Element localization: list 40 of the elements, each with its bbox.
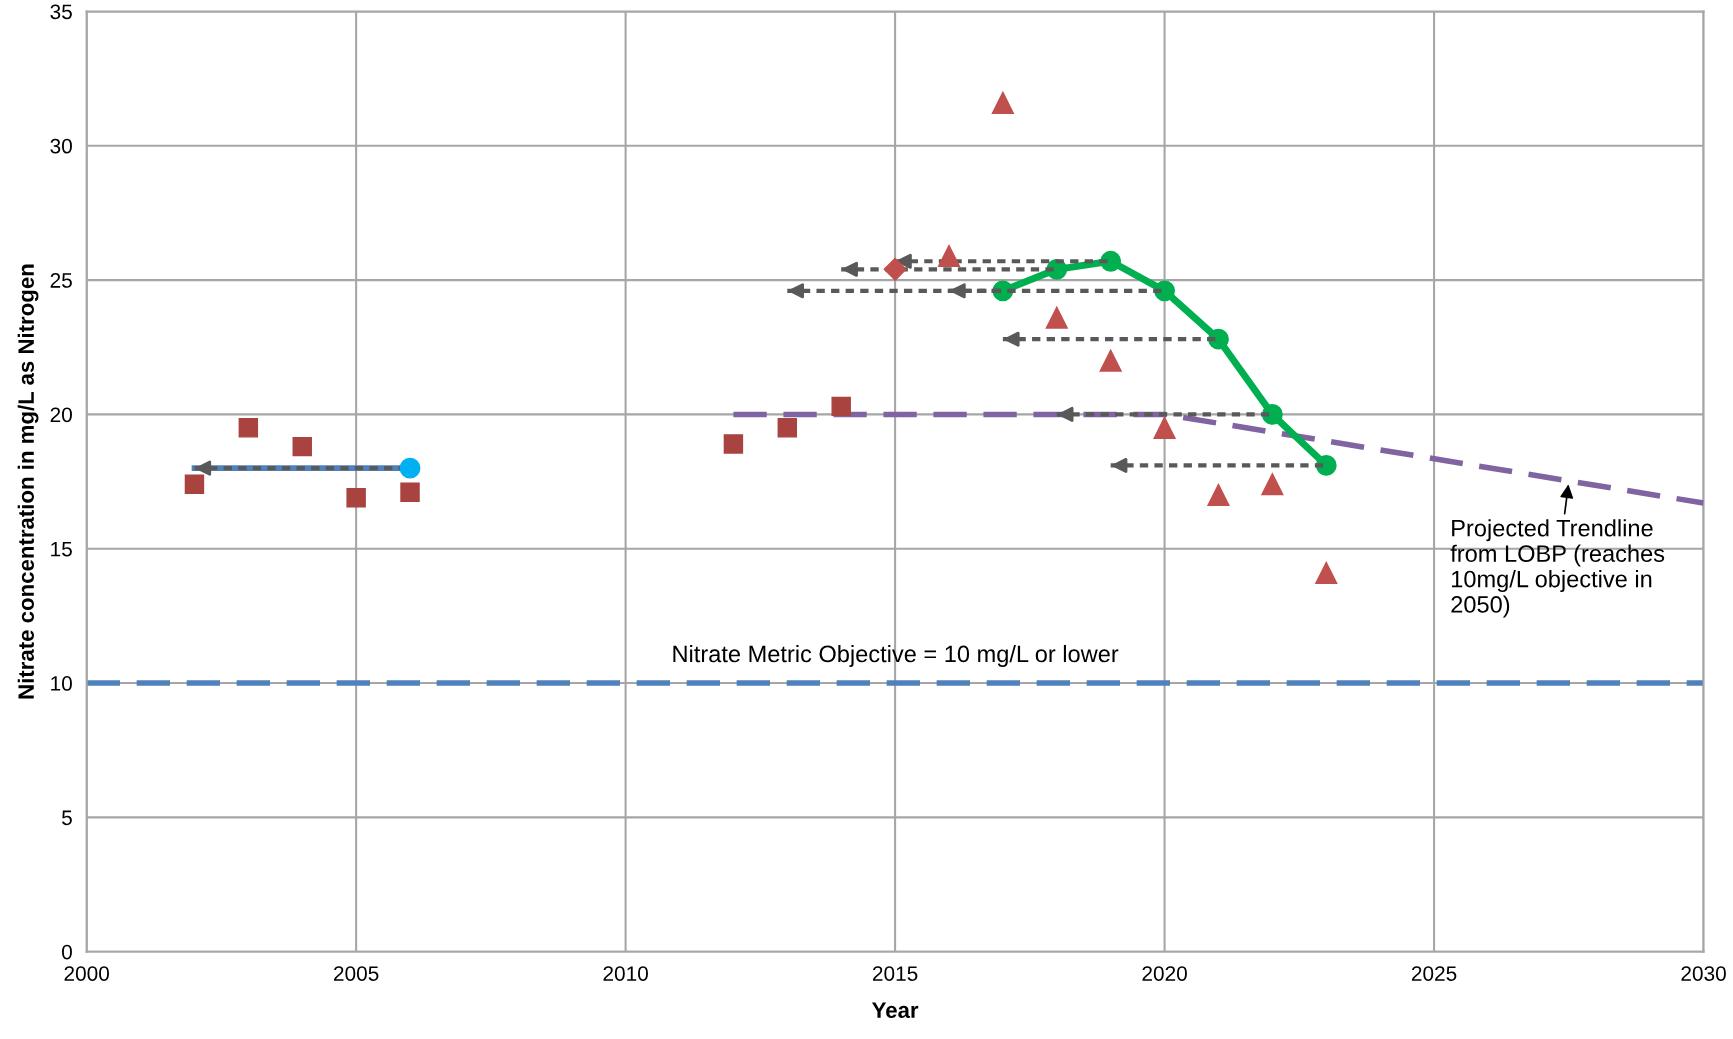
- y-tick-label: 10: [51, 676, 72, 691]
- point: [777, 418, 798, 438]
- point: [831, 396, 851, 417]
- x-tick-label: 2020: [1142, 966, 1187, 981]
- x-tick-label: 2000: [64, 966, 110, 981]
- y-tick-label: 5: [62, 810, 72, 826]
- y-tick-label: 20: [50, 407, 72, 423]
- point: [1208, 328, 1229, 350]
- point: [400, 482, 420, 503]
- y-tick-label: 30: [50, 138, 72, 154]
- x-tick-label: 2005: [334, 966, 379, 981]
- x-tick-label: 2010: [603, 966, 648, 981]
- point: [1207, 483, 1230, 507]
- point: [1045, 306, 1068, 329]
- point: [1261, 473, 1284, 496]
- ref-line-label: Nitrate Metric Objective = 10 mg/L or lower: [673, 644, 1119, 667]
- point: [723, 434, 744, 454]
- point: [1261, 403, 1283, 425]
- point: [1315, 561, 1338, 585]
- point: [991, 91, 1014, 114]
- point: [292, 436, 312, 457]
- x-tick-label: 2030: [1681, 966, 1726, 981]
- point: [184, 474, 205, 494]
- y-tick-label: 0: [61, 944, 72, 960]
- point: [1153, 416, 1176, 439]
- point: [1154, 280, 1175, 302]
- point: [883, 257, 907, 281]
- x-tick-label: 2015: [872, 966, 918, 981]
- y-tick-label: 15: [51, 541, 72, 557]
- point: [937, 244, 961, 268]
- point: [346, 487, 366, 508]
- annotation: Projected Trendline from LOBP (reaches 10mg/L objective in 2050): [1450, 519, 1665, 618]
- point: [399, 457, 421, 479]
- y-tick-label: 35: [50, 4, 72, 20]
- point: [1099, 349, 1122, 372]
- x-tick-label: 2025: [1411, 966, 1457, 981]
- point: [238, 418, 259, 438]
- y-tick-label: 25: [50, 273, 72, 288]
- y-axis-title: Nitrate concentration in mg/L as Nitrogen: [17, 264, 39, 699]
- x-axis-title: Year: [871, 1002, 919, 1019]
